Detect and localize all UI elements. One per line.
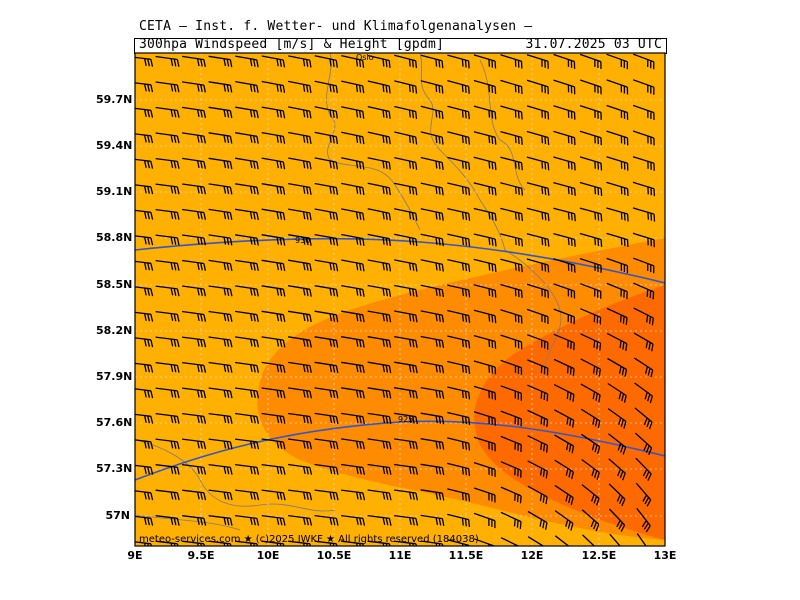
x-tick-label: 10E (256, 549, 280, 562)
contour-label-930: 930 (295, 236, 310, 245)
contour-label-925: 925 (398, 415, 413, 424)
height-contour-925 (135, 420, 665, 481)
y-tick-label: 58.2N (96, 324, 133, 337)
windspeed-fill-high (474, 285, 665, 540)
header-organization: CETA – Inst. f. Wetter- und Klimafolgena… (139, 19, 533, 34)
y-tick-label: 58.8N (96, 231, 133, 244)
footer-credit: meteo-services.com ★ (c)2025 IWKF ★ All … (139, 534, 479, 545)
height-contour-930 (135, 237, 665, 284)
y-tick-label: 57.3N (96, 462, 133, 475)
x-tick-label: 12.5E (581, 549, 617, 562)
coastline (135, 53, 562, 531)
header-parameter: 300hpa Windspeed [m/s] & Height [gpdm] (139, 37, 445, 52)
y-tick-label: 57.9N (96, 370, 133, 383)
y-tick-label: 59.1N (96, 185, 133, 198)
map-grid (135, 53, 665, 546)
wind-barb-field (135, 53, 656, 546)
x-tick-label: 12E (520, 549, 544, 562)
windspeed-fill-low-band (135, 505, 600, 546)
y-tick-label: 58.5N (96, 278, 133, 291)
y-tick-label: 59.4N (96, 139, 133, 152)
city-label-oslo: Oslo (356, 53, 374, 62)
y-tick-label: 57N (105, 509, 130, 522)
x-tick-label: 10.5E (316, 549, 352, 562)
x-tick-label: 9E (127, 549, 143, 562)
map-frame (134, 52, 666, 547)
wind-barbs (135, 53, 656, 546)
x-tick-label: 11.5E (448, 549, 484, 562)
y-tick-label: 57.6N (96, 416, 133, 429)
x-tick-label: 9.5E (187, 549, 215, 562)
x-tick-label: 13E (653, 549, 677, 562)
header-valid-time: 31.07.2025 03 UTC (525, 37, 662, 52)
x-tick-label: 11E (388, 549, 412, 562)
y-tick-label: 59.7N (96, 93, 133, 106)
